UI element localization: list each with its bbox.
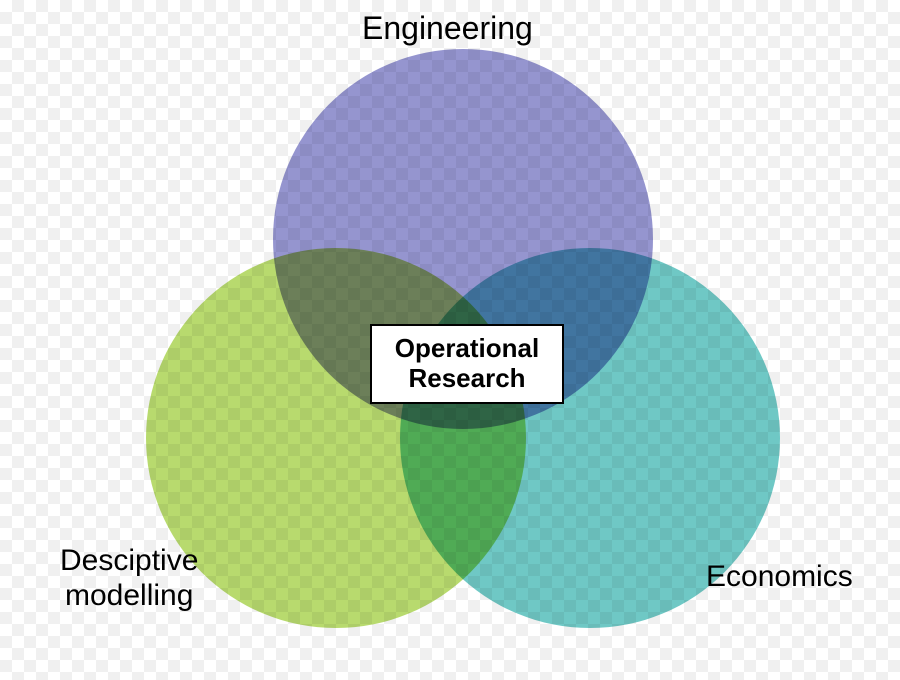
center-label-operational-research: Operational Research — [370, 324, 564, 404]
label-economics: Economics — [706, 560, 853, 595]
center-label-text: Operational Research — [372, 334, 562, 394]
label-engineering: Engineering — [362, 10, 533, 47]
label-descriptive-modelling: Desciptive modelling — [60, 544, 198, 613]
venn-diagram: Engineering Desciptive modelling Economi… — [0, 0, 900, 680]
